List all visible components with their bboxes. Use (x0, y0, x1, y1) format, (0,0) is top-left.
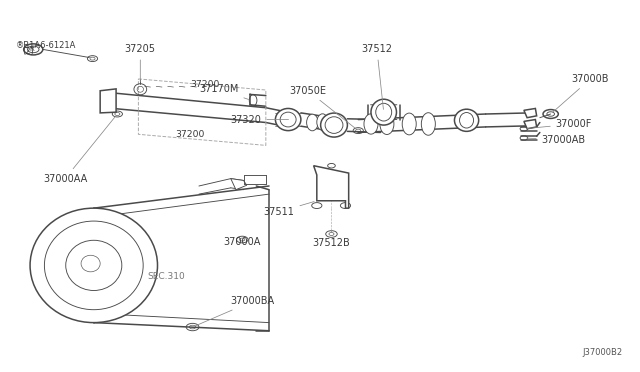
Polygon shape (100, 89, 116, 113)
Text: 37200: 37200 (190, 80, 220, 89)
Text: 37050E: 37050E (289, 86, 356, 129)
Ellipse shape (371, 99, 396, 125)
Text: ®B1A6-6121A: ®B1A6-6121A (15, 41, 76, 49)
Text: 37000AB: 37000AB (527, 135, 586, 145)
Text: 37000AA: 37000AA (43, 116, 116, 184)
Text: J37000B2: J37000B2 (582, 347, 623, 357)
Ellipse shape (421, 113, 435, 135)
Text: 37170M: 37170M (199, 84, 248, 99)
Ellipse shape (380, 113, 394, 135)
Polygon shape (524, 119, 537, 129)
Ellipse shape (321, 113, 348, 137)
Polygon shape (314, 166, 349, 208)
Ellipse shape (317, 114, 328, 131)
Text: 37200: 37200 (175, 130, 205, 139)
Text: 37000B: 37000B (553, 74, 609, 112)
Ellipse shape (364, 114, 378, 134)
Text: 37512B: 37512B (312, 231, 350, 248)
Polygon shape (231, 179, 246, 190)
Text: 37511: 37511 (264, 202, 314, 217)
Ellipse shape (275, 109, 301, 131)
Text: 37000A: 37000A (223, 237, 261, 247)
Text: R: R (29, 46, 34, 52)
Polygon shape (524, 109, 537, 118)
Text: (2): (2) (22, 47, 33, 56)
Text: 37000BA: 37000BA (195, 296, 275, 326)
Text: 37512: 37512 (362, 44, 392, 109)
Ellipse shape (402, 113, 416, 135)
Text: 37320: 37320 (230, 115, 289, 125)
Ellipse shape (454, 109, 479, 131)
Text: 37205: 37205 (125, 44, 156, 82)
Text: SEC.310: SEC.310 (147, 272, 185, 281)
Ellipse shape (307, 114, 318, 131)
Ellipse shape (30, 208, 157, 323)
Text: 37000F: 37000F (527, 119, 592, 129)
